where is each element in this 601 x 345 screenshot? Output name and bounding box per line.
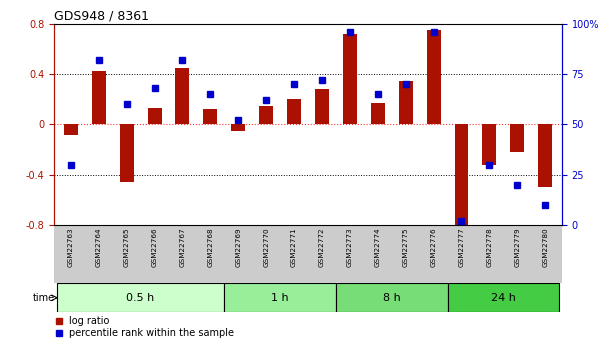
Text: GSM22764: GSM22764 xyxy=(96,228,102,267)
Text: GSM22766: GSM22766 xyxy=(151,228,157,267)
Bar xyxy=(57,283,224,312)
Bar xyxy=(259,106,273,125)
Text: GSM22780: GSM22780 xyxy=(542,228,548,267)
Text: 8 h: 8 h xyxy=(383,293,401,303)
Text: 24 h: 24 h xyxy=(491,293,516,303)
Bar xyxy=(287,99,301,125)
Bar xyxy=(336,283,448,312)
Text: 1 h: 1 h xyxy=(271,293,289,303)
Bar xyxy=(231,125,245,131)
Text: GSM22772: GSM22772 xyxy=(319,228,325,267)
Text: GSM22768: GSM22768 xyxy=(207,228,213,267)
Bar xyxy=(203,109,218,125)
Text: GSM22775: GSM22775 xyxy=(403,228,409,267)
Bar xyxy=(343,34,357,125)
Text: GSM22777: GSM22777 xyxy=(459,228,465,267)
Bar xyxy=(224,283,336,312)
Text: GSM22770: GSM22770 xyxy=(263,228,269,267)
Text: GSM22778: GSM22778 xyxy=(486,228,492,267)
Text: GSM22765: GSM22765 xyxy=(124,228,130,267)
Bar xyxy=(92,70,106,125)
Text: percentile rank within the sample: percentile rank within the sample xyxy=(69,328,234,338)
Bar xyxy=(120,125,133,182)
Bar xyxy=(538,125,552,187)
Text: GSM22763: GSM22763 xyxy=(68,228,74,267)
Bar xyxy=(448,283,559,312)
Bar xyxy=(315,89,329,125)
Bar xyxy=(427,30,441,125)
Text: GSM22771: GSM22771 xyxy=(291,228,297,267)
Text: GSM22767: GSM22767 xyxy=(180,228,186,267)
Bar xyxy=(175,68,189,125)
Bar xyxy=(483,125,496,165)
Bar xyxy=(148,108,162,125)
Text: GSM22774: GSM22774 xyxy=(375,228,381,267)
Text: time: time xyxy=(32,293,55,303)
Text: log ratio: log ratio xyxy=(69,316,110,326)
Text: 0.5 h: 0.5 h xyxy=(126,293,154,303)
Text: GSM22779: GSM22779 xyxy=(514,228,520,267)
Bar xyxy=(510,125,524,152)
Text: GDS948 / 8361: GDS948 / 8361 xyxy=(54,10,149,23)
Text: GSM22773: GSM22773 xyxy=(347,228,353,267)
Bar xyxy=(371,103,385,125)
Text: GSM22776: GSM22776 xyxy=(430,228,436,267)
Bar xyxy=(64,125,78,135)
Bar xyxy=(454,125,468,227)
Text: GSM22769: GSM22769 xyxy=(235,228,241,267)
Bar xyxy=(398,81,413,125)
